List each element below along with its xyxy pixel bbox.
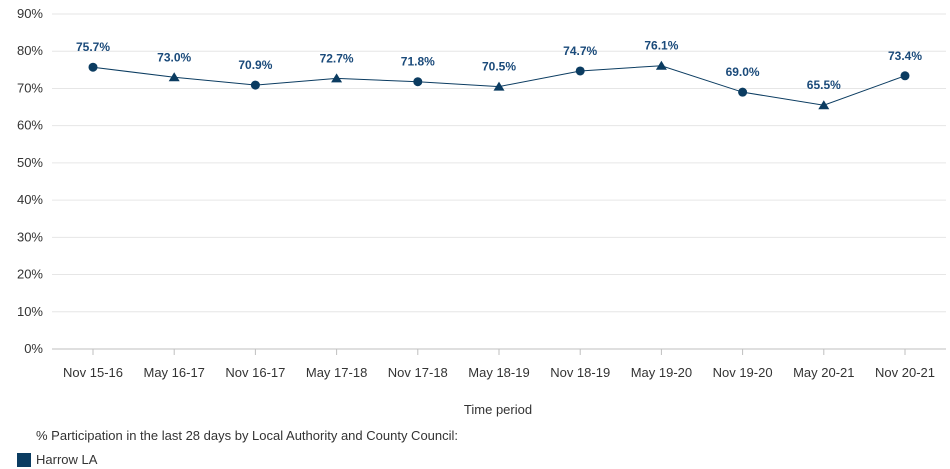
x-tick-label: May 20-21 bbox=[793, 365, 854, 380]
x-axis-title: Time period bbox=[464, 402, 532, 417]
y-tick-label: 40% bbox=[17, 192, 43, 207]
data-label: 65.5% bbox=[807, 78, 841, 92]
data-point-triangle[interactable] bbox=[331, 73, 343, 83]
data-label: 70.5% bbox=[482, 60, 516, 74]
data-label: 72.7% bbox=[320, 51, 354, 65]
data-point-triangle[interactable] bbox=[168, 72, 180, 82]
data-label: 75.7% bbox=[76, 40, 110, 54]
data-label: 73.0% bbox=[157, 50, 191, 64]
data-point-circle[interactable] bbox=[575, 66, 585, 76]
data-label: 76.1% bbox=[644, 39, 678, 53]
x-tick-label: May 16-17 bbox=[143, 365, 204, 380]
x-tick-label: May 19-20 bbox=[631, 365, 692, 380]
y-tick-label: 70% bbox=[17, 80, 43, 95]
gridlines bbox=[52, 13, 946, 350]
legend-title: % Participation in the last 28 days by L… bbox=[36, 428, 459, 443]
y-tick-label: 30% bbox=[17, 229, 43, 244]
y-tick-label: 90% bbox=[17, 6, 43, 21]
y-axis-ticks: 0% 10% 20% 30% 40% 50% 60% 70% 80% 90% bbox=[17, 6, 43, 356]
data-label: 69.0% bbox=[726, 65, 760, 79]
x-tick-label: May 18-19 bbox=[468, 365, 529, 380]
x-tick-label: Nov 18-19 bbox=[550, 365, 610, 380]
data-point-circle[interactable] bbox=[900, 71, 910, 81]
data-point-triangle[interactable] bbox=[818, 100, 830, 110]
data-label: 71.8% bbox=[401, 55, 435, 69]
x-tick-label: Nov 16-17 bbox=[225, 365, 285, 380]
series-harrow-la bbox=[88, 60, 910, 110]
data-point-triangle[interactable] bbox=[493, 81, 505, 91]
legend-label: Harrow LA bbox=[36, 452, 98, 467]
legend-item-harrow-la[interactable]: Harrow LA bbox=[17, 452, 97, 467]
y-tick-label: 10% bbox=[17, 304, 43, 319]
x-tick-label: Nov 17-18 bbox=[388, 365, 448, 380]
y-tick-label: 60% bbox=[17, 118, 43, 133]
x-tick-label: Nov 19-20 bbox=[713, 365, 773, 380]
legend-swatch bbox=[17, 452, 31, 467]
data-point-circle[interactable] bbox=[413, 77, 423, 87]
data-point-circle[interactable] bbox=[738, 87, 748, 97]
data-point-circle[interactable] bbox=[88, 62, 98, 72]
y-tick-label: 50% bbox=[17, 155, 43, 170]
line-chart: 0% 10% 20% 30% 40% 50% 60% 70% 80% 90% Nov 15-16 M… bbox=[17, 6, 946, 417]
data-label: 70.9% bbox=[238, 58, 272, 72]
x-tick-label: May 17-18 bbox=[306, 365, 367, 380]
y-tick-label: 80% bbox=[17, 43, 43, 58]
y-tick-label: 20% bbox=[17, 267, 43, 282]
data-labels: 75.7% 73.0% 70.9% 72.7% 71.8% 70.5% 74.7% 76.1%… bbox=[76, 39, 922, 92]
data-label: 74.7% bbox=[563, 44, 597, 58]
x-tick-label: Nov 15-16 bbox=[63, 365, 123, 380]
x-tick-label: Nov 20-21 bbox=[875, 365, 935, 380]
x-axis: Nov 15-16 May 16-17 Nov 16-17 May 17-18 Nov … bbox=[63, 349, 935, 380]
y-tick-label: 0% bbox=[24, 341, 43, 356]
data-point-circle[interactable] bbox=[250, 80, 260, 90]
data-label: 73.4% bbox=[888, 49, 922, 63]
data-point-triangle[interactable] bbox=[655, 60, 667, 70]
